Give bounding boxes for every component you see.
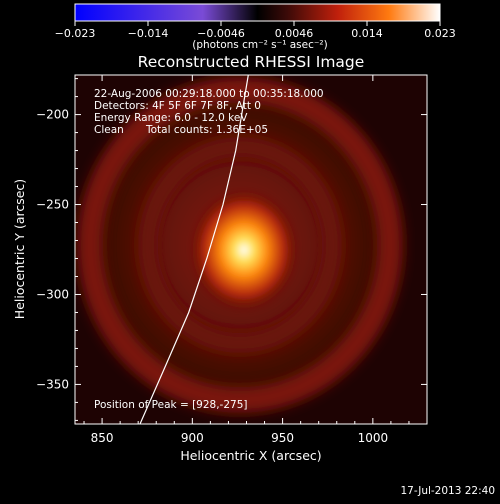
heatmap-inner-ring <box>138 137 342 353</box>
chart-title: Reconstructed RHESSI Image <box>138 53 365 71</box>
y-axis-label: Heliocentric Y (arcsec) <box>12 179 27 319</box>
y-axis: −200 −250 −300 −350 <box>36 78 427 421</box>
solar-limb-curve <box>139 75 249 424</box>
heatmap-image <box>75 75 427 424</box>
colorbar-tick-label: −0.014 <box>128 27 169 40</box>
x-tick-label: 900 <box>181 431 204 445</box>
x-tick-label: 1000 <box>358 431 389 445</box>
colorbar-gradient <box>74 3 441 22</box>
annotation-time-range: 22-Aug-2006 00:29:18.000 to 00:35:18.000 <box>94 88 324 100</box>
colorbar-unit-label: (photons cm⁻² s⁻¹ asec⁻²) <box>192 39 327 51</box>
y-tick-label: −350 <box>36 377 69 391</box>
annotation-method: Clean <box>94 124 124 136</box>
heatmap-outer-ring <box>77 77 403 413</box>
colorbar-tick-label: −0.023 <box>55 27 96 40</box>
annotation-total-counts: Total counts: 1.36E+05 <box>145 124 268 136</box>
y-tick-label: −300 <box>36 287 69 301</box>
footer-timestamp: 17-Jul-2013 22:40 <box>400 485 495 497</box>
plot-frame <box>74 74 428 425</box>
annotation-block: 22-Aug-2006 00:29:18.000 to 00:35:18.000… <box>94 88 324 411</box>
colorbar: −0.023 −0.014 −0.0046 0.0046 0.014 0.023 (pho… <box>55 3 456 51</box>
annotation-energy: Energy Range: 6.0 - 12.0 keV <box>94 112 248 124</box>
x-tick-label: 850 <box>91 431 114 445</box>
colorbar-tick-label: 0.014 <box>351 27 383 40</box>
annotation-peak-position: Position of Peak = [928,-275] <box>94 399 248 411</box>
y-tick-label: −250 <box>36 198 69 212</box>
x-tick-label: 950 <box>271 431 294 445</box>
colorbar-ticks: −0.023 −0.014 −0.0046 0.0046 0.014 0.023 <box>55 21 456 40</box>
y-tick-label: −200 <box>36 108 69 122</box>
x-axis: 850 900 950 1000 <box>83 75 410 445</box>
x-axis-label: Heliocentric X (arcsec) <box>180 448 321 463</box>
colorbar-tick-label: 0.023 <box>424 27 456 40</box>
colorbar-tick-label: −0.0046 <box>197 27 245 40</box>
annotation-detectors: Detectors: 4F 5F 6F 7F 8F, Att 0 <box>94 100 261 112</box>
heatmap-peak-source <box>189 188 299 312</box>
colorbar-tick-label: 0.0046 <box>275 27 314 40</box>
